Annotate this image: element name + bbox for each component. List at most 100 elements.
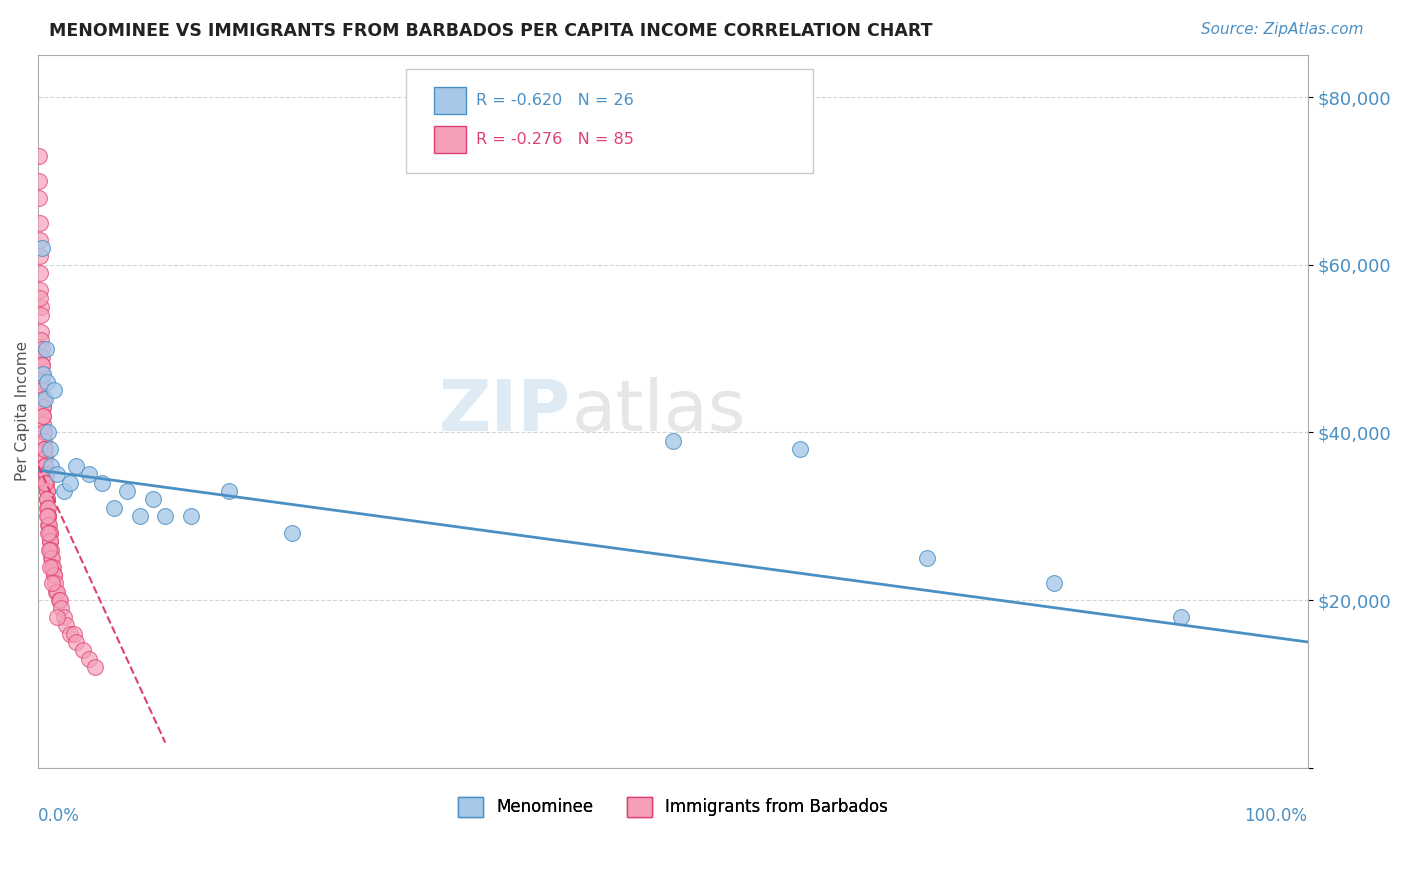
Point [37,509,59,524]
Point [1170,609,1192,624]
Point [31,350,53,364]
Point [30,308,52,322]
Text: Source: ZipAtlas.com: Source: ZipAtlas.com [1201,22,1364,37]
Point [32,367,55,381]
Point [28,249,51,263]
Point [39,458,62,473]
Point [59,475,82,490]
Point [39,542,62,557]
Point [28,191,51,205]
Point [46,467,69,482]
Point [32,434,55,448]
Point [30,283,52,297]
Point [38,526,60,541]
Point [34,475,56,490]
Point [35,475,58,490]
Point [90,475,112,490]
Point [35,475,58,490]
Point [142,492,165,507]
Point [34,467,56,482]
Bar [434,126,465,153]
Point [30,300,52,314]
Point [789,442,811,457]
Point [28,216,51,230]
Point [65,635,87,649]
Point [77,467,100,482]
Point [31,401,53,415]
Point [281,526,304,541]
Point [42,567,65,582]
Point [35,342,58,356]
Point [37,500,59,515]
Point [41,559,63,574]
Point [38,526,60,541]
Point [38,534,60,549]
Bar [434,87,465,114]
Point [39,534,62,549]
Text: ZIP: ZIP [439,377,571,446]
Point [180,509,202,524]
Point [662,434,685,448]
Point [128,509,150,524]
Point [32,401,55,415]
Point [39,551,62,566]
Point [35,467,58,482]
Point [39,542,62,557]
Point [34,392,56,406]
Text: 100.0%: 100.0% [1244,807,1308,825]
Point [37,500,59,515]
Legend: Menominee, Immigrants from Barbados: Menominee, Immigrants from Barbados [451,789,894,823]
Point [52,609,75,624]
Point [103,500,125,515]
Y-axis label: Per Capita Income: Per Capita Income [15,342,30,482]
Point [45,584,67,599]
Text: R = -0.620   N = 26: R = -0.620 N = 26 [477,94,634,108]
Point [1042,576,1064,591]
Point [52,484,75,499]
Point [37,509,59,524]
Point [34,442,56,457]
Point [37,492,59,507]
Point [31,342,53,356]
Point [37,509,59,524]
Point [72,643,94,657]
Point [115,484,138,499]
Point [31,409,53,423]
Point [59,626,82,640]
Point [39,559,62,574]
Point [37,425,59,440]
Point [34,442,56,457]
Point [65,458,87,473]
Point [44,576,66,591]
Point [34,458,56,473]
Point [34,450,56,465]
Point [31,359,53,373]
Point [30,266,52,280]
Point [63,626,86,640]
Point [41,576,63,591]
Point [84,660,107,674]
Text: atlas: atlas [571,377,745,446]
Point [38,442,60,457]
Point [34,458,56,473]
Point [31,392,53,406]
Point [38,526,60,541]
Point [38,517,60,532]
Point [37,375,59,389]
Point [38,542,60,557]
Point [28,149,51,163]
Point [46,609,69,624]
Point [155,509,177,524]
Point [37,517,59,532]
Text: MENOMINEE VS IMMIGRANTS FROM BARBADOS PER CAPITA INCOME CORRELATION CHART: MENOMINEE VS IMMIGRANTS FROM BARBADOS PE… [49,22,932,40]
Point [44,567,66,582]
Point [35,484,58,499]
Point [31,241,53,255]
Point [42,559,65,574]
Point [31,359,53,373]
Point [32,409,55,423]
Point [31,375,53,389]
Point [218,484,240,499]
Point [28,233,51,247]
Point [46,584,69,599]
